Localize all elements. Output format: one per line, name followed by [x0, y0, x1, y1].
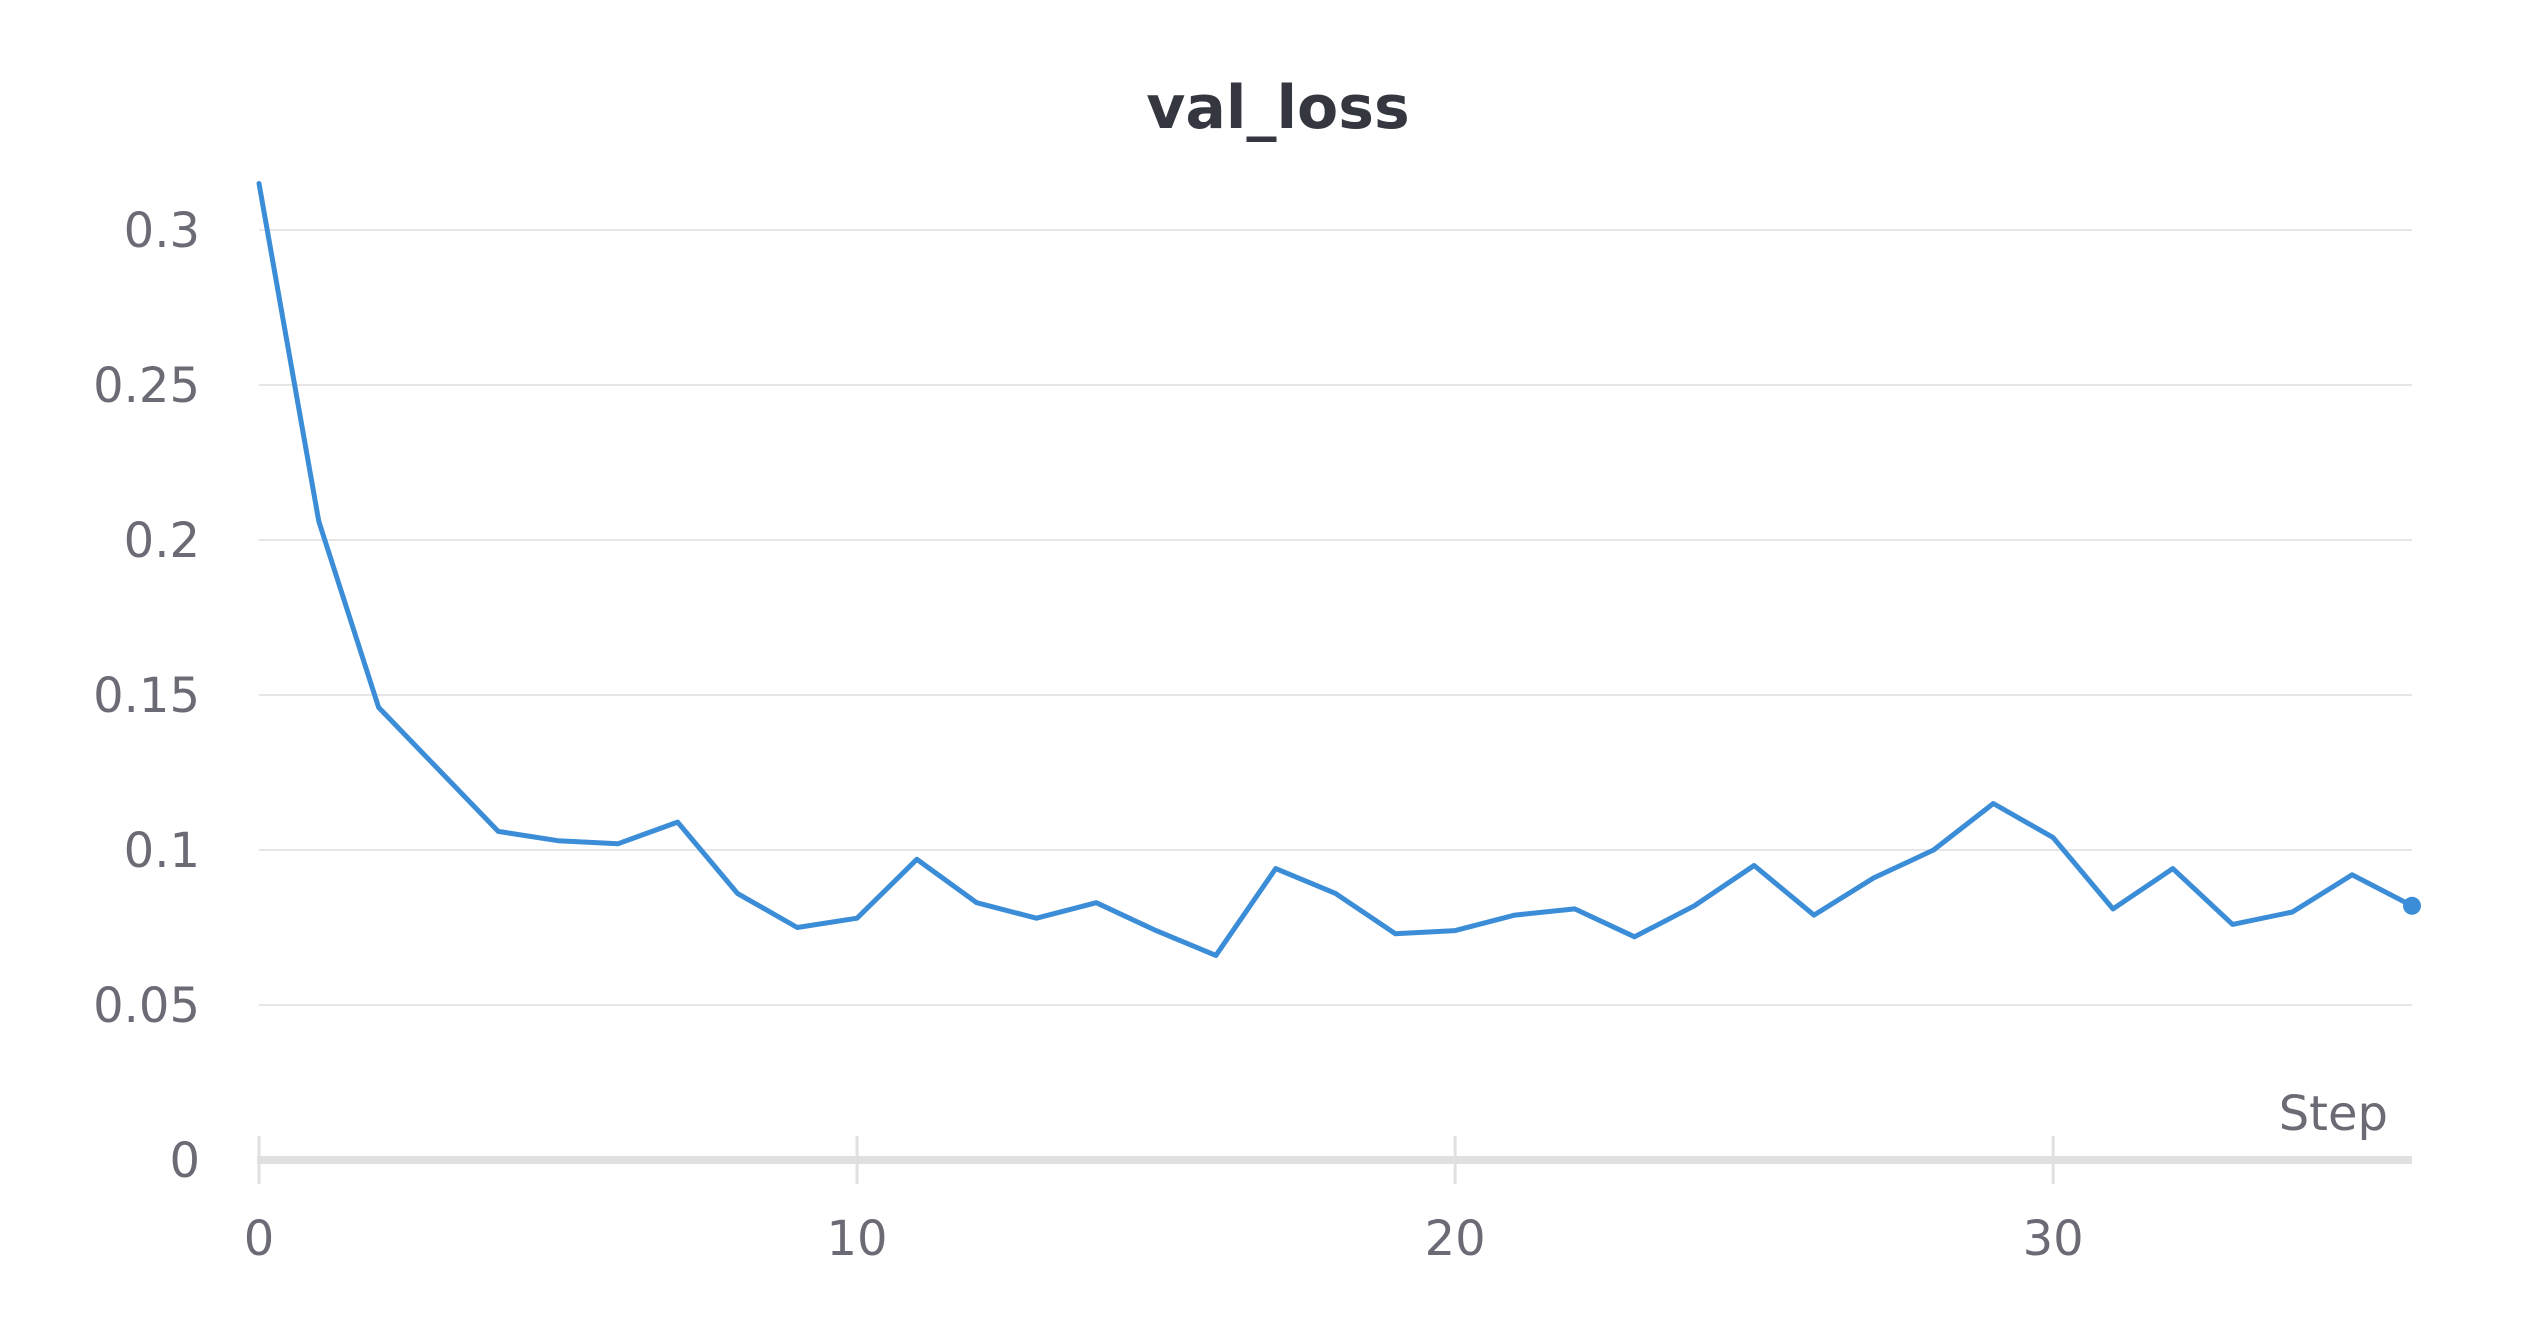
x-tick-label: 30 — [2023, 1211, 2084, 1267]
gridlines — [259, 229, 2412, 1006]
y-tick-label: 0.1 — [124, 823, 200, 879]
y-tick-label: 0 — [169, 1133, 200, 1189]
x-tick-label: 20 — [1425, 1211, 1486, 1267]
y-tick-label: 0.15 — [93, 668, 200, 724]
series-line-0 — [256, 181, 2415, 958]
chart-title: val_loss — [1146, 73, 1409, 143]
y-tick-label: 0.2 — [124, 513, 200, 569]
y-tick-label: 0.05 — [93, 978, 200, 1034]
x-tick-label: 10 — [827, 1211, 888, 1267]
y-tick-label: 0.25 — [93, 358, 200, 414]
y-axis-ticks: 0 0.05 0.1 0.15 0.2 0.25 0.3 — [93, 203, 200, 1189]
y-tick-label: 0.3 — [124, 203, 200, 259]
x-axis-label: Step — [2279, 1086, 2388, 1142]
series-group — [256, 181, 2421, 958]
x-axis-ticks: 0 10 20 30 — [244, 1136, 2084, 1267]
x-tick-label: 0 — [244, 1211, 275, 1267]
series-last-point — [2403, 896, 2421, 915]
